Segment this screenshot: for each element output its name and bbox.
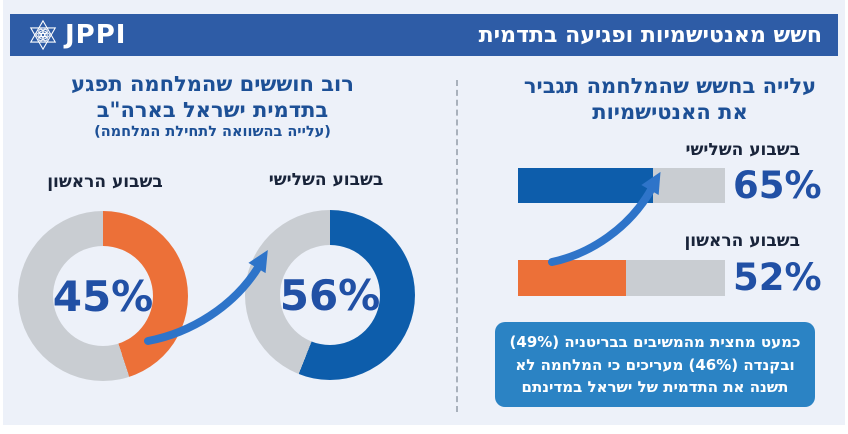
bar-first-week-label: בשבוע הראשון: [684, 231, 800, 251]
right-panel-title: עלייה בחשש שהמלחמה תגביר את האנטישמיות: [523, 74, 817, 124]
page-title: חשש מאנטישמיות ופגיעה בתדמית: [478, 22, 822, 48]
donut-chart-third-week: 56%: [245, 210, 415, 380]
bar-third-week: [518, 168, 725, 203]
section-divider: [456, 80, 458, 412]
bar-first-week: [518, 260, 725, 296]
donut-third-week-label: בשבוע השלישי: [268, 170, 384, 190]
bar-first-week-fill: [518, 260, 626, 296]
bar-third-week-label: בשבוע השלישי: [685, 140, 800, 160]
star-of-david-icon: [29, 19, 57, 51]
donut-first-week-label: בשבוע הראשון: [47, 172, 163, 192]
left-panel-title: רוב חוששים שהמלחמה תפגע בתדמית ישראל באר…: [71, 72, 354, 122]
comparison-note: כמעט מחצית מהמשיבים בבריטניה (49%) ובקנד…: [495, 322, 815, 407]
left-panel-subtitle: (עלייה בהשוואה לתחילת המלחמה): [94, 124, 331, 140]
donut-third-week-value: 56%: [279, 270, 381, 320]
bar-third-week-value: 65%: [733, 164, 822, 207]
donut-chart-first-week: 45%: [18, 211, 188, 381]
logo-text: JPPI: [65, 20, 127, 50]
bar-first-week-value: 52%: [733, 256, 822, 299]
jppi-logo: JPPI: [26, 18, 126, 52]
header-bar: JPPI חשש מאנטישמיות ופגיעה בתדמית: [10, 14, 838, 56]
donut-first-week-value: 45%: [52, 271, 154, 321]
bar-third-week-fill: [518, 168, 653, 203]
